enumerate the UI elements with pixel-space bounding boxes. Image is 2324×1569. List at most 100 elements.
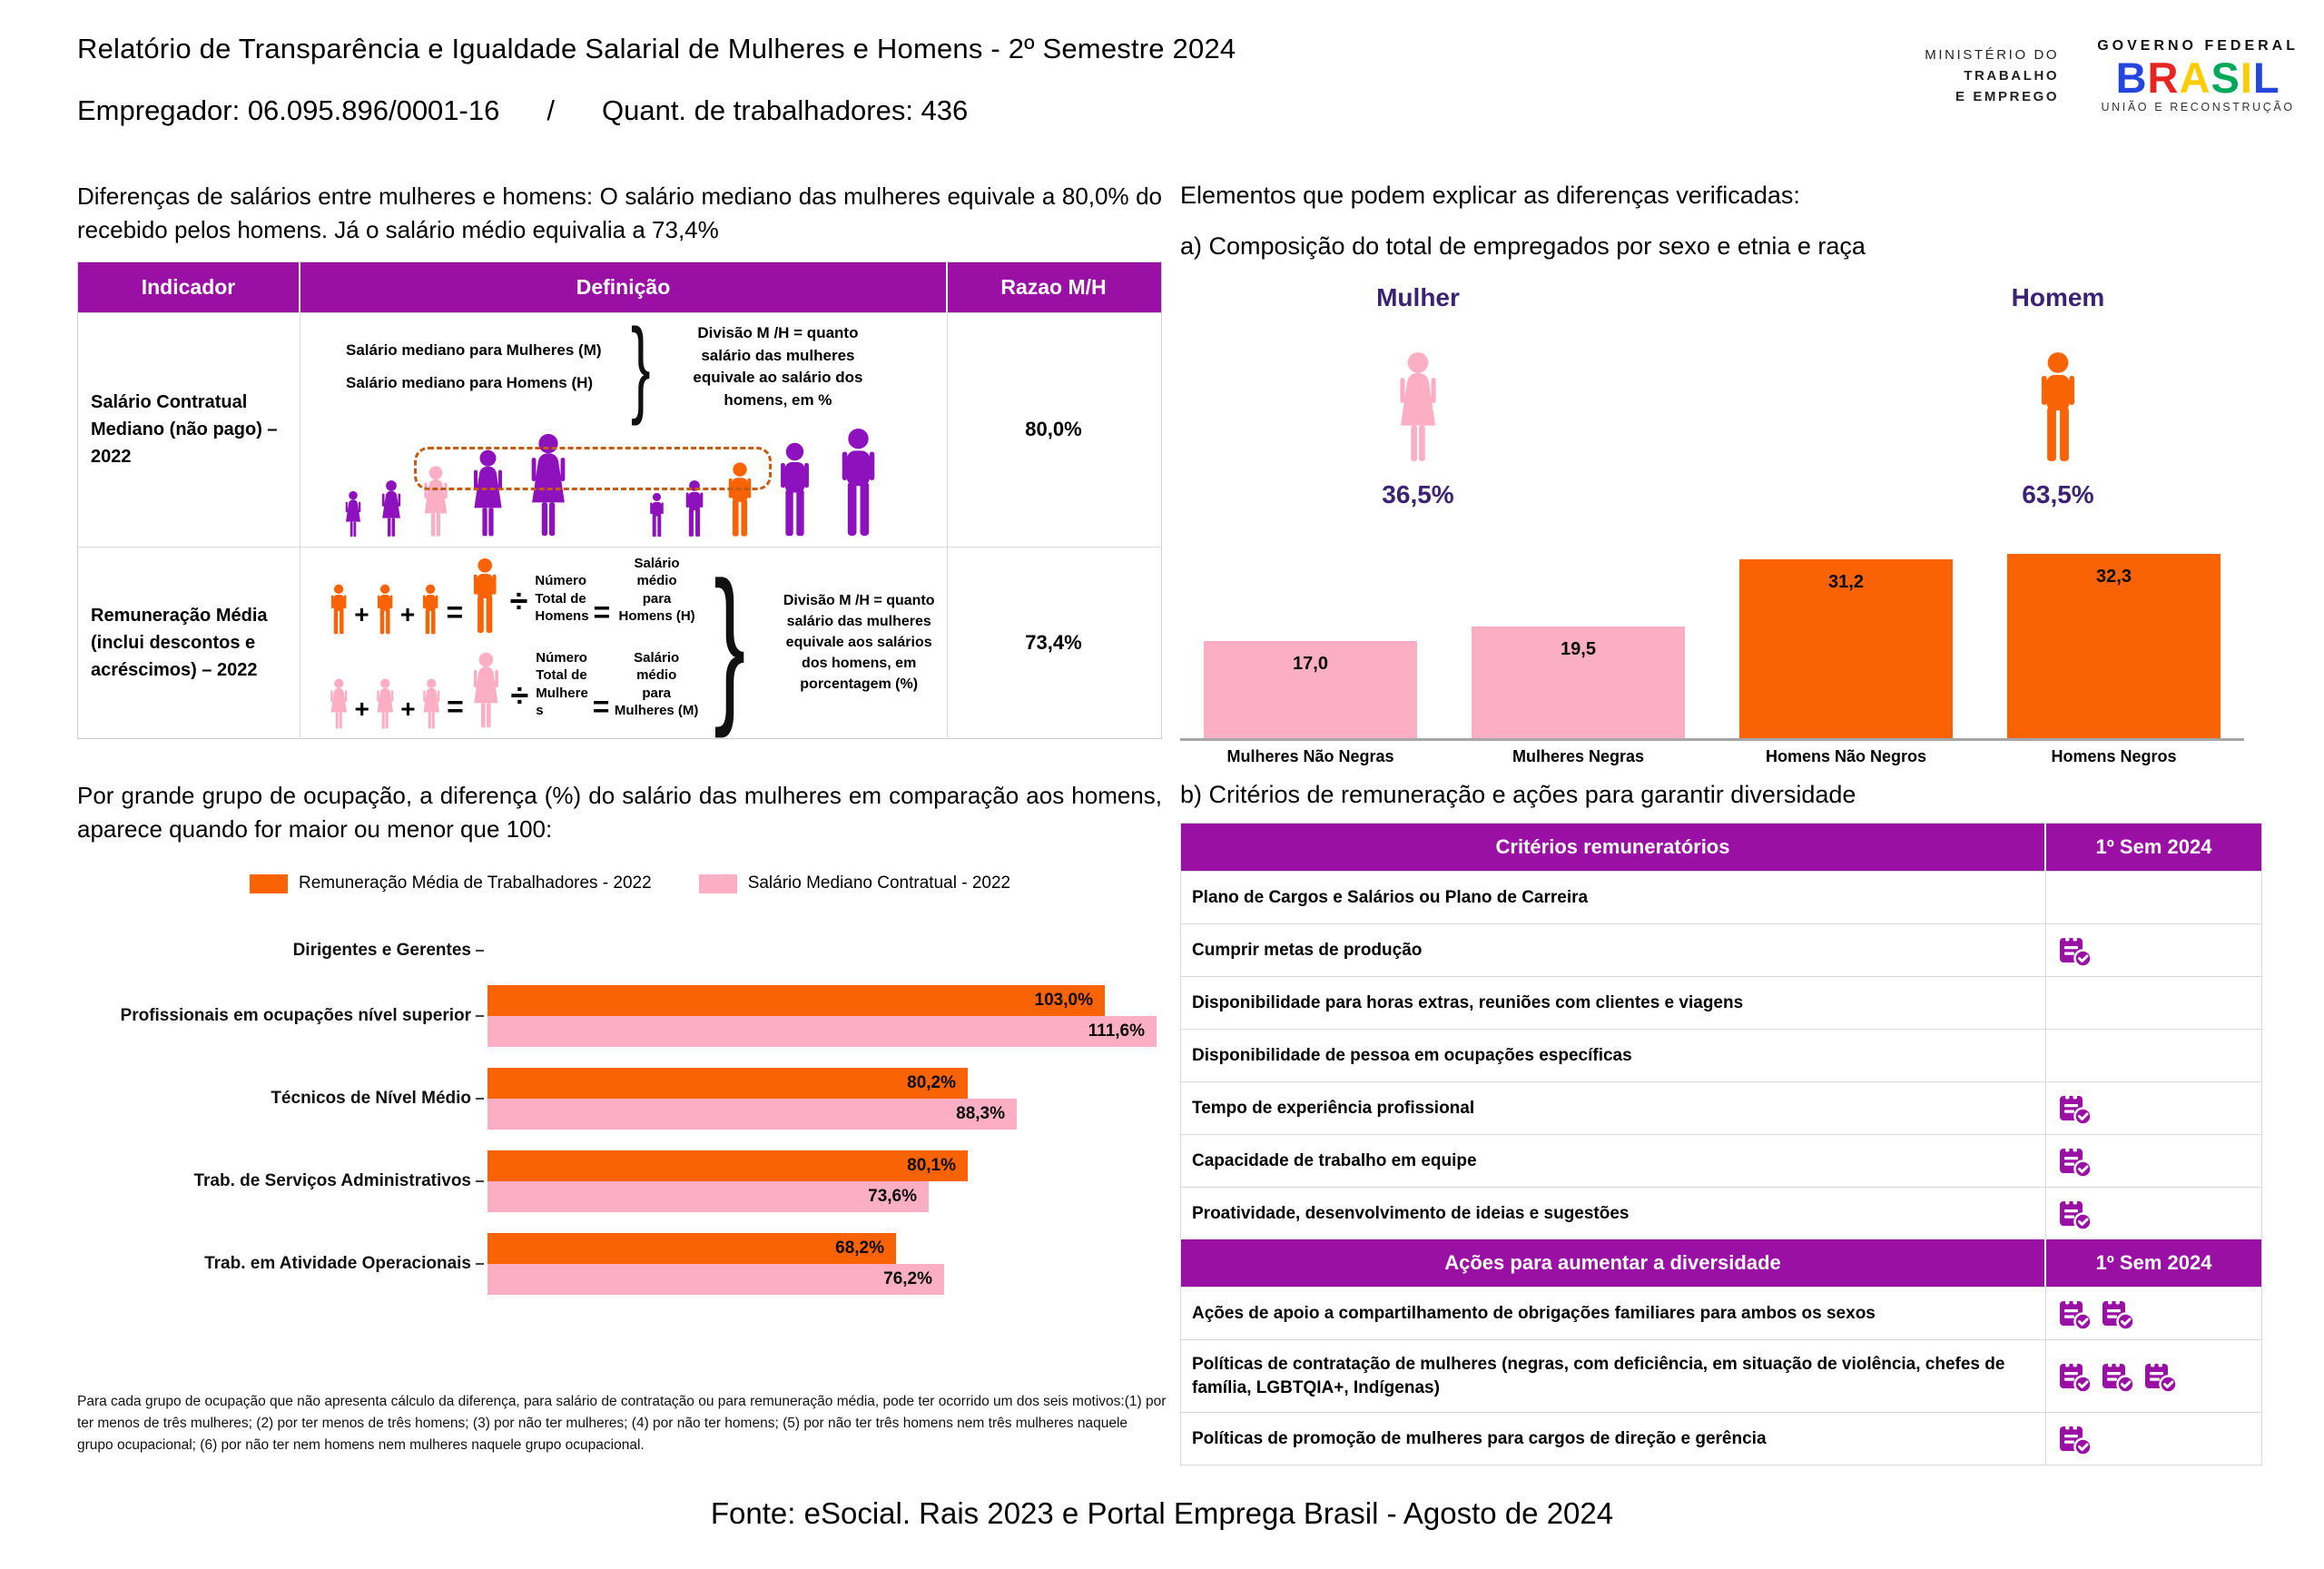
workers-value: Quant. de trabalhadores: 436 (601, 94, 969, 126)
man-icon (771, 441, 819, 538)
bar: 17,0 (1204, 641, 1417, 738)
women-label: Mulher (1376, 283, 1460, 311)
woman-icon (377, 479, 406, 538)
brace-glyph: } (630, 307, 651, 428)
operator-÷: ÷ (509, 581, 528, 619)
table-row-average-pay: Remuneração Média (inclui descontos e ac… (78, 546, 1161, 738)
indicator-name: Remuneração Média (inclui descontos e ac… (91, 605, 268, 680)
division-note: Divisão M /H = quanto salário das mulher… (783, 592, 935, 693)
criteria-checks (2046, 1188, 2261, 1239)
occupation-bar: 76,2% (487, 1264, 944, 1295)
bar: 32,3 (2007, 554, 2221, 738)
indicator-table: Indicador Definição Razao M/H Salário Co… (77, 262, 1162, 739)
men-share-block: Homem 63,5% (1990, 283, 2126, 509)
occupation-group: Profissionais em ocupações nível superio… (77, 985, 1180, 1047)
elements-title: Elementos que podem explicar as diferenç… (1180, 182, 1800, 209)
table-row-median-salary: Salário Contratual Mediano (não pago) – … (78, 312, 1161, 547)
occupation-bars: 103,0% 111,6% (487, 985, 1157, 1047)
task-check-icon (2100, 1358, 2136, 1395)
occupation-group: Trab. em Atividade Operacionais 68,2% 76,2… (77, 1233, 1180, 1295)
man-icon (466, 555, 504, 636)
legend-label: Remuneração Média de Trabalhadores - 202… (299, 873, 652, 893)
woman-icon (372, 676, 398, 731)
median-men-line: Salário mediano para Homens (H) (346, 374, 594, 392)
criteria-header-cell: Critérios remuneratórios (1181, 824, 2046, 871)
occupation-bar-value: 103,0% (1034, 991, 1093, 1010)
ministry-line: TRABALHO (1964, 67, 2060, 84)
occupation-label: Trab. de Serviços Administrativos (77, 1171, 487, 1191)
man-icon (2030, 350, 2086, 463)
occupation-group: Trab. de Serviços Administrativos 80,1% 73… (77, 1150, 1180, 1212)
men-average-equation: + + = ÷ Número Total de Homens = Salário médio pa… (326, 555, 701, 636)
people-illustration (341, 418, 922, 538)
category-label: Homens Não Negros (1765, 747, 1927, 765)
gov-federal-logo: GOVERNO FEDERAL BRASIL UNIÃO E RECONSTRU… (2097, 38, 2299, 113)
criteria-row: Ações de apoio a compartilhamento de obr… (1181, 1287, 2261, 1339)
page-title: Relatório de Transparência e Igualdade S… (77, 33, 1236, 64)
ratio-value: 80,0% (1025, 418, 1082, 441)
category-label: Mulheres Não Negras (1226, 747, 1394, 765)
women-average-equation: + + = ÷ Número Total de Mulhere s = Salário médio… (326, 649, 701, 731)
section-b-title: b) Critérios de remuneração e ações para… (1180, 781, 1856, 808)
criteria-label: Capacidade de trabalho em equipe (1181, 1135, 2046, 1187)
definition-average: + + = ÷ Número Total de Homens = Salário médio pa… (300, 548, 947, 738)
occupation-bars: 80,1% 73,6% (487, 1150, 968, 1212)
occupation-label: Profissionais em ocupações nível superio… (77, 1006, 487, 1026)
criteria-row: Plano de Cargos e Salários ou Plano de C… (1181, 871, 2261, 923)
criteria-checks (2046, 1288, 2261, 1339)
criteria-checks (2046, 924, 2261, 976)
occupation-bar-value: 80,2% (907, 1073, 956, 1092)
occupation-bar: 103,0% (487, 985, 1105, 1016)
brasil-wordmark: BRASIL (2097, 56, 2299, 100)
men-label: Homem (2011, 283, 2105, 311)
man-icon (372, 582, 398, 636)
occupation-bar: 111,6% (487, 1016, 1157, 1047)
category-label: Mulheres Negras (1512, 747, 1645, 765)
criteria-section-header: Ações para aumentar a diversidade 1º Sem … (1181, 1239, 2261, 1287)
criteria-row: Disponibilidade de pessoa em ocupações e… (1181, 1029, 2261, 1081)
operator-+: + (400, 694, 416, 723)
task-check-icon (2142, 1358, 2179, 1395)
task-check-icon (2100, 1296, 2136, 1332)
bar-column: 31,2 (1739, 559, 1953, 738)
footnote: Para cada grupo de ocupação que não apre… (77, 1394, 1167, 1454)
employer-value: Empregador: 06.095.896/0001-16 (77, 94, 500, 126)
ministry-line: MINISTÉRIO DO (1925, 46, 2060, 63)
definition-median: Salário mediano para Mulheres (M) Salári… (300, 313, 947, 547)
criteria-checks (2046, 1030, 2261, 1081)
bar-value-label: 19,5 (1561, 639, 1596, 659)
operator-+: + (354, 694, 369, 723)
bar-column: 17,0 (1204, 641, 1417, 738)
man-icon (418, 582, 443, 636)
criteria-header-cell: 1º Sem 2024 (2095, 1251, 2212, 1274)
divide-label: Número Total de Mulhere s (536, 649, 588, 719)
median-highlight-box (414, 446, 772, 490)
occupation-bar-value: 76,2% (883, 1269, 932, 1288)
brace-glyph: } (714, 546, 746, 739)
occupation-bars: 68,2% 76,2% (487, 1233, 944, 1295)
woman-icon (326, 676, 351, 731)
composition-bar-chart: 17,0 19,5 31,2 32,3 Mulheres Não Negras Mulh… (1180, 530, 2244, 766)
criteria-checks (2046, 872, 2261, 923)
axis-tick (476, 1262, 484, 1266)
operator-=: = (592, 689, 610, 723)
task-check-icon (2057, 1358, 2093, 1395)
man-icon (645, 492, 668, 538)
brasil-letter: L (2252, 54, 2280, 102)
man-icon (831, 427, 886, 538)
occupation-label-text: Trab. em Atividade Operacionais (204, 1254, 471, 1273)
salary-difference-intro: Diferenças de salários entre mulheres e … (77, 183, 1162, 243)
operator-=: = (447, 689, 464, 723)
criteria-row: Proatividade, desenvolvimento de ideias … (1181, 1187, 2261, 1239)
criteria-row: Políticas de promoção de mulheres para c… (1181, 1412, 2261, 1465)
woman-icon (1390, 350, 1446, 463)
brasil-letter: A (2179, 54, 2211, 102)
occupation-label-text: Profissionais em ocupações nível superio… (120, 1006, 471, 1025)
criteria-label: Plano de Cargos e Salários ou Plano de C… (1181, 872, 2046, 923)
occupation-bar: 80,2% (487, 1068, 968, 1099)
bar-column: 32,3 (2007, 554, 2221, 738)
criteria-row: Capacidade de trabalho em equipe (1181, 1134, 2261, 1187)
task-check-icon (2057, 933, 2093, 969)
composition-categories: Mulheres Não Negras Mulheres Negras Homens… (1180, 747, 2244, 766)
